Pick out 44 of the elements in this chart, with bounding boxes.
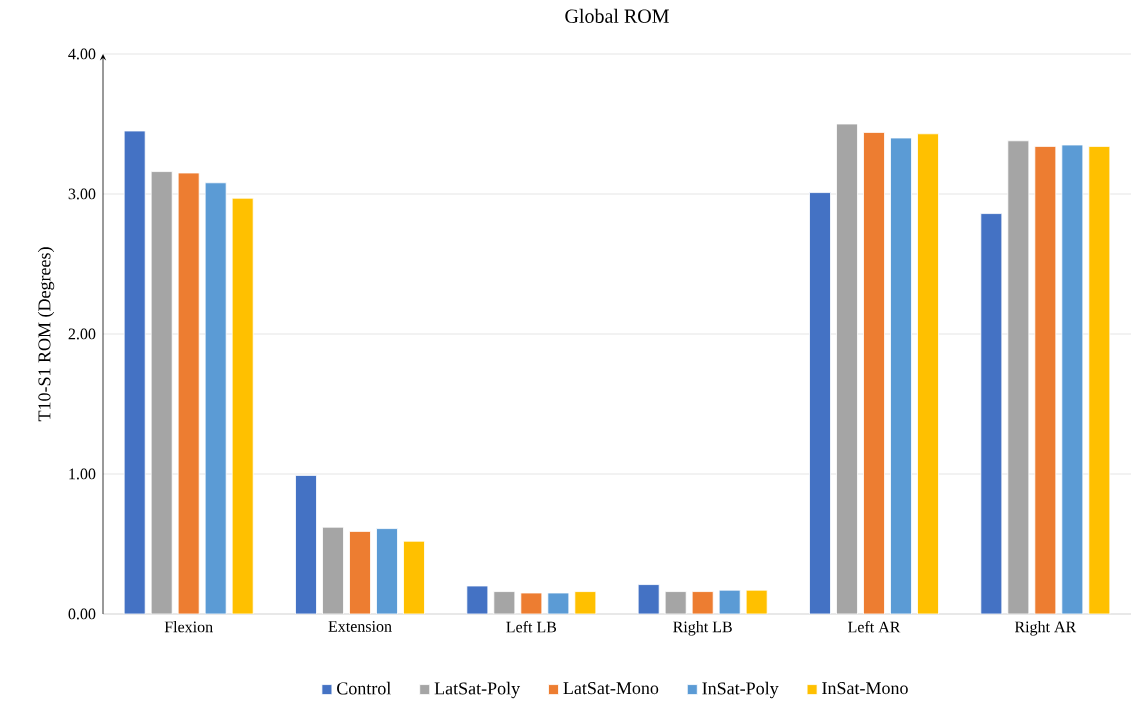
x-tick-label: Left AR (848, 620, 901, 633)
x-tick-label: Right AR (1014, 620, 1077, 636)
legend-label: LatSat-Mono (563, 681, 659, 695)
y-tick-label: 3.00 (68, 188, 96, 200)
legend-label: Control (337, 681, 391, 695)
bar (493, 591, 516, 614)
bar (403, 540, 425, 614)
bar (809, 192, 831, 614)
bar (890, 137, 912, 614)
bar (718, 589, 741, 614)
x-tick-label: Extension (328, 620, 392, 632)
bar (1088, 145, 1111, 614)
bar (917, 133, 939, 614)
bar (466, 585, 489, 614)
x-tick-label: Left LB (506, 620, 557, 633)
x-tick-label: Right LB (673, 620, 732, 636)
legend-label: InSat-Poly (702, 681, 779, 699)
x-tick-label: Flexion (164, 620, 213, 633)
chart-title: Global ROM (565, 8, 669, 23)
legend-label: InSat-Mono (822, 681, 908, 695)
bar (1034, 145, 1057, 614)
y-axis-title: T10-S1 ROM (Degrees) (37, 247, 55, 421)
y-tick-label: 1.00 (69, 468, 96, 480)
bar (863, 131, 885, 614)
bar (177, 172, 200, 614)
bar (980, 213, 1003, 614)
y-tick-label: 0.00 (68, 608, 96, 620)
bar (349, 530, 371, 614)
bar (322, 526, 344, 614)
bar (123, 130, 146, 614)
bar (1061, 144, 1084, 614)
bar (836, 123, 858, 614)
y-tick-label: 4.00 (68, 48, 96, 60)
bar (204, 182, 227, 614)
bar (150, 171, 173, 614)
bar (637, 584, 660, 614)
bar (1007, 140, 1030, 614)
bar (295, 474, 317, 614)
bar (547, 592, 570, 614)
legend-label: LatSat-Poly (434, 681, 521, 699)
bar (231, 197, 254, 614)
bar (664, 591, 687, 614)
y-tick-label: 2.00 (68, 328, 96, 340)
bar (376, 528, 398, 614)
